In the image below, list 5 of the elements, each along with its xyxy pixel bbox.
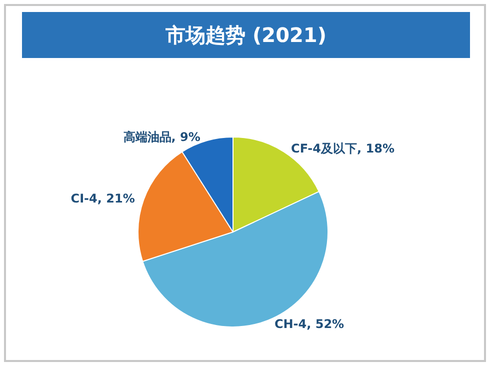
slice-label: CI-4, 21% bbox=[70, 191, 135, 206]
slice-label: CH-4, 52% bbox=[274, 317, 344, 332]
slice-label: CF-4及以下, 18% bbox=[291, 141, 394, 156]
slice-label: 高端油品, 9% bbox=[123, 130, 200, 144]
chart-title: 市场趋势 (2021) bbox=[164, 23, 326, 47]
